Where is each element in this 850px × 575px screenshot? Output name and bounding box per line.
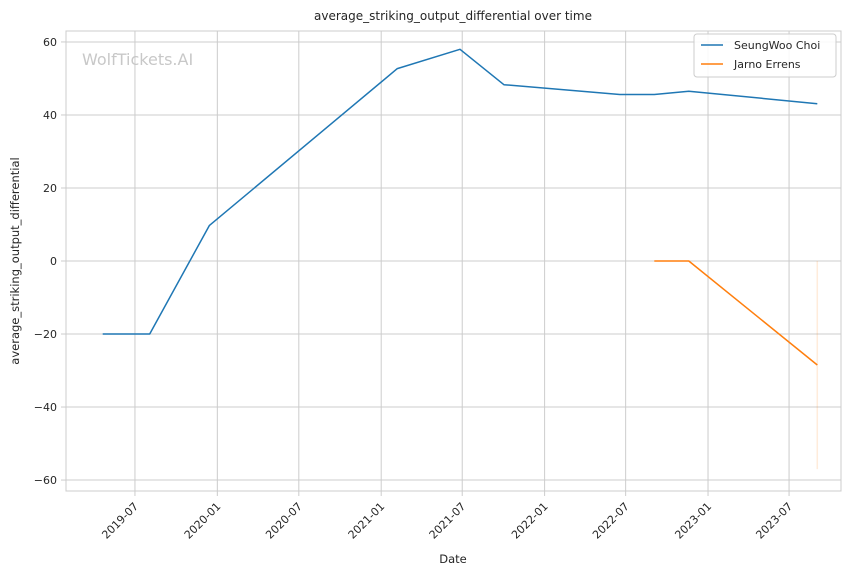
legend-label-seungwoo-choi: SeungWoo Choi xyxy=(734,39,820,52)
series-lines xyxy=(102,48,818,366)
y-axis-ticks: −60 −40 −20 0 20 40 60 xyxy=(34,36,66,487)
x-tick-label: 2021-01 xyxy=(346,500,388,542)
y-tick-label: 60 xyxy=(43,36,57,49)
x-tick-label: 2022-07 xyxy=(590,500,632,542)
x-axis-ticks: 2019-07 2020-01 2020-07 2021-01 2021-07 2022-… xyxy=(99,491,795,542)
series-line-seungwoo-choi xyxy=(102,48,818,335)
x-tick-label: 2022-01 xyxy=(509,500,551,542)
legend: SeungWoo Choi Jarno Errens xyxy=(693,33,837,78)
x-tick-label: 2019-07 xyxy=(99,500,141,542)
legend-box xyxy=(693,33,837,78)
chart-title: average_striking_output_differential ove… xyxy=(314,9,592,23)
y-tick-label: −40 xyxy=(34,401,57,414)
series-line-jarno-errens xyxy=(654,260,818,366)
x-tick-label: 2020-07 xyxy=(263,500,305,542)
legend-label-jarno-errens: Jarno Errens xyxy=(733,58,801,71)
y-tick-label: 40 xyxy=(43,109,57,122)
x-tick-label: 2023-01 xyxy=(672,500,714,542)
y-tick-label: 20 xyxy=(43,182,57,195)
y-tick-label: −60 xyxy=(34,474,57,487)
y-tick-label: 0 xyxy=(50,255,57,268)
x-tick-label: 2020-01 xyxy=(182,500,224,542)
x-tick-label: 2021-07 xyxy=(427,500,469,542)
grid-lines xyxy=(66,31,841,491)
watermark: WolfTickets.AI xyxy=(82,50,193,69)
x-tick-label: 2023-07 xyxy=(753,500,795,542)
y-tick-label: −20 xyxy=(34,328,57,341)
x-axis-title: Date xyxy=(439,552,467,566)
y-axis-title: average_striking_output_differential xyxy=(8,157,22,364)
